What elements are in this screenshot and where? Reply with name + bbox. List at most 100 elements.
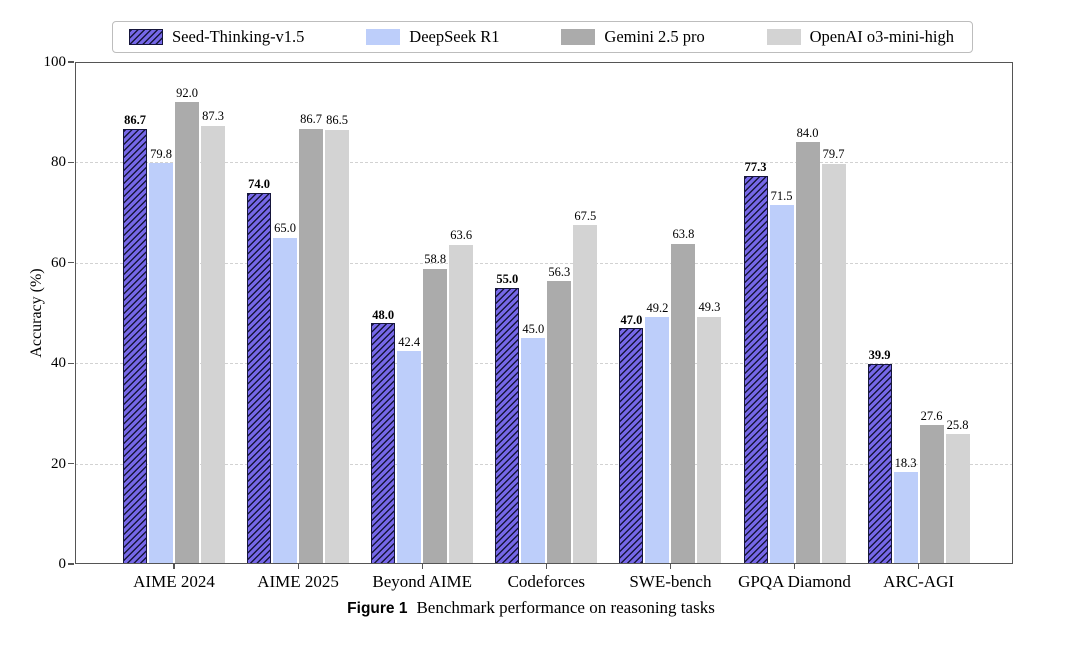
legend-swatch-seed-thinking-icon [129,29,163,45]
bar-Seed-Thinking-v1.5: 47.0 [619,314,644,564]
y-tick-mark [68,262,74,264]
x-tick-mark [918,564,920,569]
bar-value-label: 86.7 [124,113,146,128]
legend-item-deepseek-r1: DeepSeek R1 [366,26,500,46]
bar-DeepSeek R1: 45.0 [521,323,546,564]
figure-caption-label: Figure 1 [347,600,408,617]
gridline [75,262,1013,264]
bar-OpenAI o3-mini-high: 49.3 [697,301,722,564]
legend-swatch-gemini-25-pro-icon [561,29,596,45]
legend-swatch-deepseek-r1-icon [366,29,401,45]
bar-group-AIME 2024: 86.7 79.8 92.0 87.3 [122,87,226,564]
y-tick-mark [68,362,74,364]
bar-value-label: 55.0 [496,272,519,287]
x-category-label: SWE-bench [629,572,712,591]
x-tick-mark [793,564,796,569]
figure-caption: Figure 1 Benchmark performance on reasoni… [0,598,1062,618]
bar-Seed-Thinking-v1.5: 77.3 [743,161,768,564]
y-tick-label: 20 [51,455,66,472]
y-tick-label: 60 [51,254,66,271]
y-axis-label: Accuracy (%) [28,268,45,358]
plot-area: 86.7 79.8 92.0 87.3 74.0 65.0 86.7 86.5 48.0 42.4… [75,62,1013,564]
bar-value-label: 79.7 [822,147,845,162]
bar-value-label: 45.0 [522,321,545,336]
x-tick-mark [421,564,423,569]
bar-Gemini 2.5 pro: 84.0 [795,127,820,564]
bar-value-label: 39.9 [868,348,891,363]
bar-OpenAI o3-mini-high: 86.5 [325,114,350,564]
bar-group-Beyond AIME: 48.0 42.4 58.8 63.6 [370,229,474,564]
bar-DeepSeek R1: 49.2 [645,302,670,564]
bar-value-label: 84.0 [796,125,819,140]
x-tick-mark [669,564,672,569]
x-category-label: AIME 2025 [257,572,339,591]
gridline [75,162,1013,164]
y-tick-mark [68,61,74,63]
bar-OpenAI o3-mini-high: 79.7 [821,148,846,564]
y-tick-label: 80 [51,154,66,171]
bar-Gemini 2.5 pro: 56.3 [547,266,572,564]
bar-value-label: 65.0 [274,221,297,236]
legend-item-gemini-25-pro: Gemini 2.5 pro [561,26,705,46]
bar-OpenAI o3-mini-high: 63.6 [449,229,474,564]
y-tick-label: 40 [51,355,66,372]
bar-group-SWE-bench: 47.0 49.2 63.8 49.3 [618,228,722,564]
x-category-label: AIME 2024 [133,572,215,591]
bar-Gemini 2.5 pro: 92.0 [175,87,199,564]
bar-value-label: 86.7 [300,112,323,127]
bar-value-label: 77.3 [744,160,767,175]
x-category-label: GPQA Diamond [738,572,851,591]
x-category-label: Beyond AIME [372,572,473,591]
bar-value-label: 87.3 [202,109,224,124]
legend-item-seed-thinking: Seed-Thinking-v1.5 [129,28,304,46]
y-tick-label: 100 [43,54,67,70]
bar-value-label: 18.3 [894,455,917,470]
bar-value-label: 48.0 [372,307,395,322]
bar-OpenAI o3-mini-high: 87.3 [201,110,225,564]
x-tick-mark [297,564,299,569]
y-tick-mark [68,161,74,164]
legend-label: Gemini 2.5 pro [604,26,705,46]
bar-Gemini 2.5 pro: 86.7 [299,113,324,564]
legend-label: OpenAI o3-mini-high [809,26,954,46]
bar-DeepSeek R1: 42.4 [397,336,422,564]
bar-value-label: 25.8 [946,417,969,432]
bar-Gemini 2.5 pro: 27.6 [919,410,944,564]
x-category-label: Codeforces [507,572,586,591]
bar-Seed-Thinking-v1.5: 74.0 [247,178,272,564]
bar-Gemini 2.5 pro: 63.8 [671,228,696,564]
bar-group-AIME 2025: 74.0 65.0 86.7 86.5 [246,113,350,564]
bar-DeepSeek R1: 65.0 [273,222,298,564]
bar-value-label: 63.6 [450,228,473,243]
bar-Seed-Thinking-v1.5: 55.0 [495,273,520,564]
bar-value-label: 56.3 [548,264,571,279]
bar-value-label: 79.8 [150,146,172,161]
bar-DeepSeek R1: 79.8 [149,148,173,564]
bar-Gemini 2.5 pro: 58.8 [423,253,448,564]
x-tick-mark [173,564,175,569]
legend-swatch-openai-o3-mini-high-icon [766,29,801,45]
bar-group-Codeforces: 55.0 45.0 56.3 67.5 [494,210,598,564]
chart-legend: Seed-Thinking-v1.5 DeepSeek R1 Gemini 2.… [112,21,973,53]
bar-value-label: 86.5 [326,113,349,128]
bar-value-label: 58.8 [424,252,447,267]
bar-value-label: 71.5 [770,188,793,203]
bar-value-label: 27.6 [920,408,943,423]
bar-DeepSeek R1: 71.5 [769,190,794,564]
bar-Seed-Thinking-v1.5: 39.9 [867,349,892,564]
x-category-label: ARC-AGI [883,572,955,591]
bar-value-label: 47.0 [620,312,643,327]
figure-caption-text: Benchmark performance on reasoning tasks [416,598,715,617]
bar-group-ARC-AGI: 39.9 18.3 27.6 25.8 [867,349,971,564]
bar-value-label: 42.4 [398,334,421,349]
bar-Seed-Thinking-v1.5: 86.7 [123,114,147,564]
bar-value-label: 49.2 [646,300,669,315]
y-tick-mark [68,463,74,465]
bar-group-GPQA Diamond: 77.3 71.5 84.0 79.7 [743,127,847,564]
bar-OpenAI o3-mini-high: 67.5 [573,210,598,564]
legend-item-openai-o3-mini-high: OpenAI o3-mini-high [766,26,954,46]
legend-label: DeepSeek R1 [409,26,500,46]
y-tick-label: 0 [58,556,67,572]
bar-value-label: 49.3 [698,300,721,315]
